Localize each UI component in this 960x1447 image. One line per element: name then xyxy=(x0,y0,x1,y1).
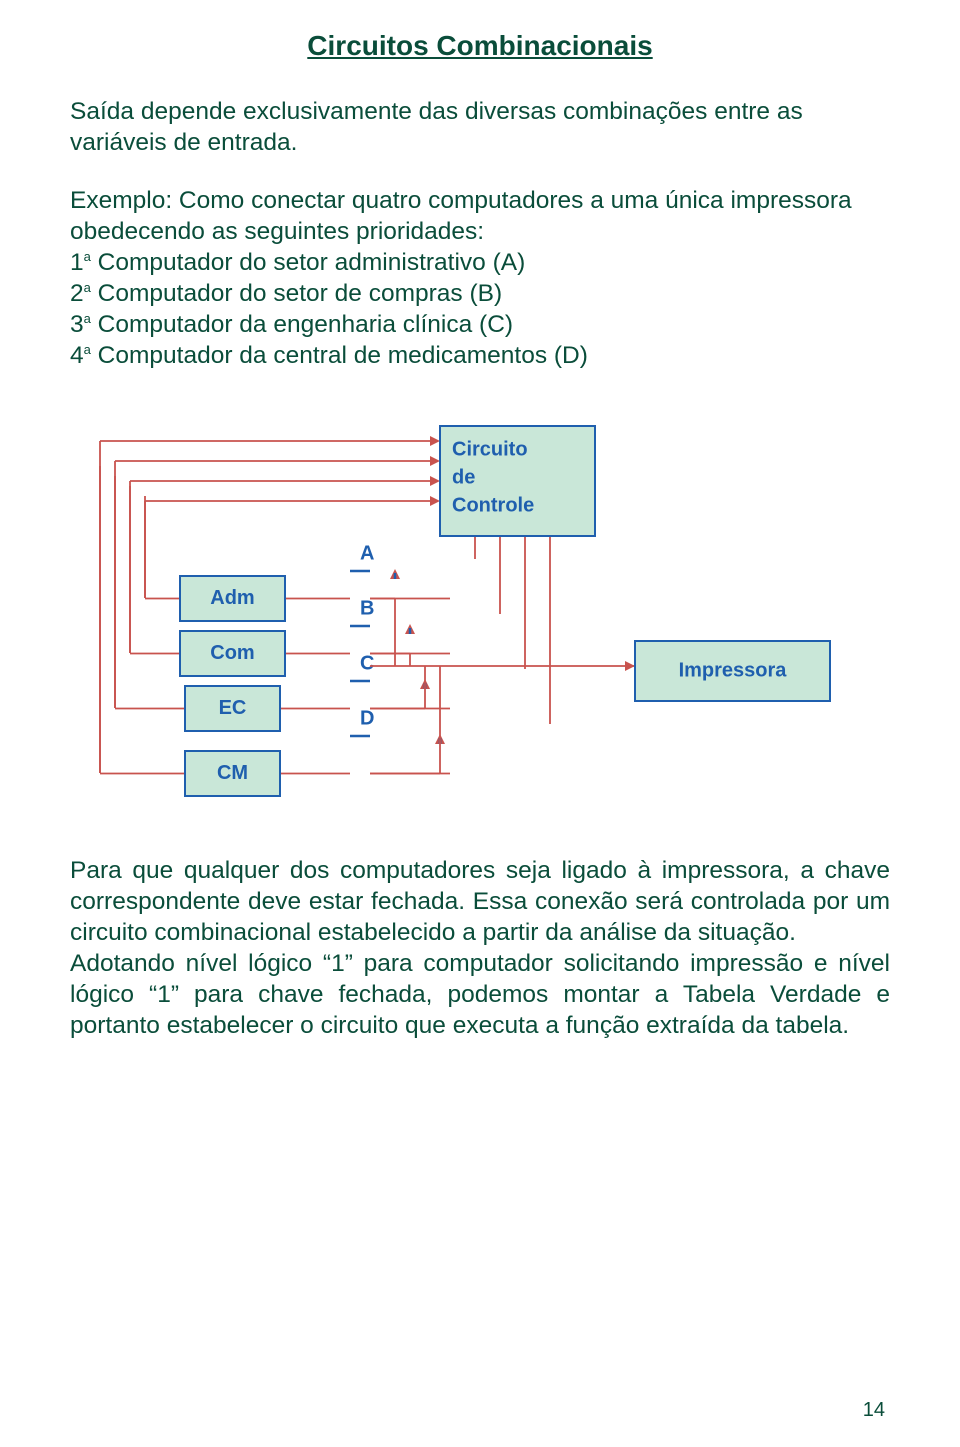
intro-paragraph: Saída depende exclusivamente das diversa… xyxy=(70,97,890,158)
circuit-diagram: A B C D Adm Com EC CM Circuito de Controle Impresso… xyxy=(70,406,890,826)
svg-text:de: de xyxy=(452,467,475,489)
svg-text:Circuito: Circuito xyxy=(452,439,528,461)
svg-text:Impressora: Impressora xyxy=(679,660,788,682)
svg-text:C: C xyxy=(360,653,374,675)
priority-2: 2a Computador do setor de compras (B) xyxy=(70,280,502,307)
svg-text:D: D xyxy=(360,708,374,730)
page-title: Circuitos Combinacionais xyxy=(70,30,890,62)
svg-text:B: B xyxy=(360,598,374,620)
svg-text:CM: CM xyxy=(217,762,248,784)
svg-text:Com: Com xyxy=(210,642,254,664)
priority-4: 4a Computador da central de medicamentos… xyxy=(70,342,588,369)
priority-3: 3a Computador da engenharia clínica (C) xyxy=(70,311,513,338)
diagram-svg: A B C D Adm Com EC CM Circuito de Controle Impresso… xyxy=(70,406,890,826)
closing-paragraph: Para que qualquer dos computadores seja … xyxy=(70,856,890,1041)
svg-text:A: A xyxy=(360,543,374,565)
example-lead: Exemplo: Como conectar quatro computador… xyxy=(70,187,852,245)
svg-text:Adm: Adm xyxy=(210,587,254,609)
page-number: 14 xyxy=(863,1399,885,1422)
example-block: Exemplo: Como conectar quatro computador… xyxy=(70,186,890,371)
priority-1: 1a Computador do setor administrativo (A… xyxy=(70,249,525,276)
svg-text:Controle: Controle xyxy=(452,495,534,517)
svg-text:EC: EC xyxy=(219,697,247,719)
